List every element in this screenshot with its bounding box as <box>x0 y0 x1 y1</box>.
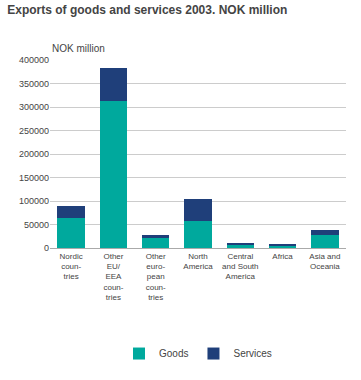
svg-text:NOK million: NOK million <box>52 43 105 54</box>
svg-text:250000: 250000 <box>19 126 49 136</box>
svg-text:OtherEU/EEAcoun-tries: OtherEU/EEAcoun-tries <box>103 252 123 303</box>
svg-text:Asia andOceania: Asia andOceania <box>309 252 340 271</box>
svg-text:Othereuro-peancoun-tries: Othereuro-peancoun-tries <box>146 252 166 303</box>
svg-text:400000: 400000 <box>19 55 49 65</box>
svg-text:NorthAmerica: NorthAmerica <box>183 252 213 271</box>
svg-text:100000: 100000 <box>19 196 49 206</box>
svg-text:300000: 300000 <box>19 102 49 112</box>
svg-text:50000: 50000 <box>24 220 49 230</box>
svg-text:350000: 350000 <box>19 79 49 89</box>
svg-text:200000: 200000 <box>19 149 49 159</box>
svg-text:Nordiccoun-tries: Nordiccoun-tries <box>60 252 83 282</box>
svg-text:Services: Services <box>233 348 271 359</box>
svg-text:Africa: Africa <box>272 252 293 261</box>
svg-text:Exports of goods and services: Exports of goods and services 2003. NOK … <box>7 3 287 17</box>
svg-text:0: 0 <box>44 243 49 253</box>
svg-text:150000: 150000 <box>19 173 49 183</box>
svg-text:Goods: Goods <box>159 348 188 359</box>
svg-text:Centraland SouthAmerica: Centraland SouthAmerica <box>222 252 258 282</box>
